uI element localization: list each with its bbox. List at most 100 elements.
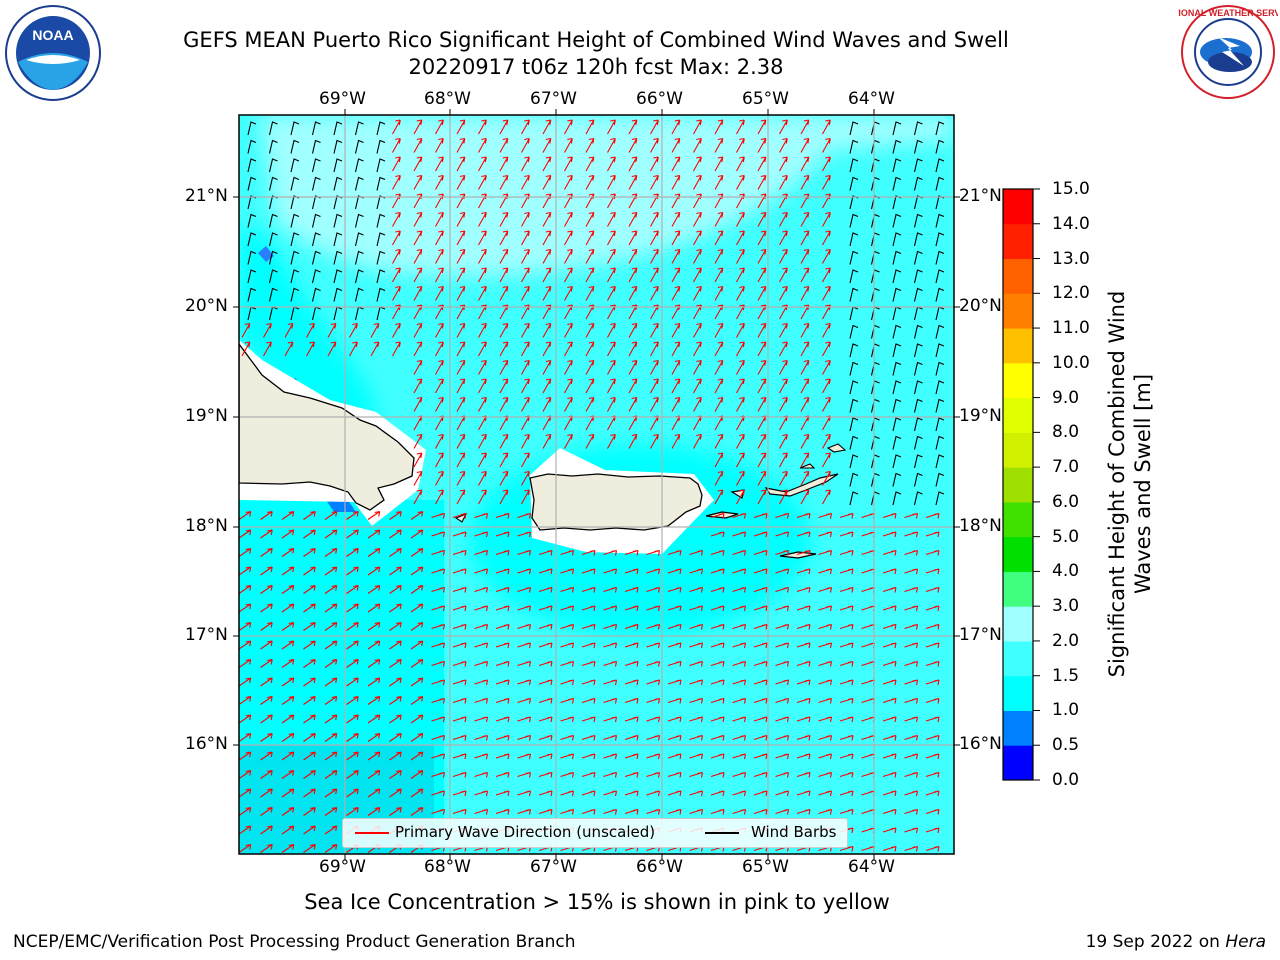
wave-arrow-1182 — [904, 827, 919, 834]
wave-arrow-307 — [435, 285, 444, 301]
wave-arrow-118 — [628, 174, 638, 190]
wave-arrow-971 — [624, 716, 639, 723]
wave-arrow-75 — [413, 156, 423, 172]
wind-barb-238 — [376, 250, 386, 265]
wave-arrow-278 — [521, 267, 530, 283]
wave-arrow-561 — [714, 452, 724, 468]
wave-arrow-1020 — [260, 751, 273, 761]
wave-arrow-675 — [646, 549, 661, 556]
wave-arrow-824 — [303, 640, 316, 650]
lon-tick-top-68w: 68°W — [424, 89, 471, 109]
wave-arrow-253 — [693, 248, 702, 264]
wind-barb-1 — [247, 121, 257, 136]
wave-arrow-474 — [822, 378, 831, 394]
wave-arrow-693 — [324, 566, 338, 576]
wave-arrow-385 — [693, 322, 702, 338]
wind-barb-172 — [376, 213, 386, 228]
wave-arrow-494 — [714, 396, 724, 412]
wave-arrow-49 — [564, 137, 573, 153]
wave-arrow-1008 — [710, 734, 725, 741]
wave-arrow-13 — [499, 119, 509, 135]
wave-arrow-728 — [367, 584, 381, 594]
wave-arrow-696 — [389, 566, 402, 576]
wave-arrow-1148 — [882, 808, 897, 815]
wave-arrow-384 — [671, 322, 681, 338]
wave-arrow-435 — [521, 359, 530, 375]
wave-arrow-558 — [478, 452, 487, 468]
wave-arrow-1042 — [732, 753, 747, 760]
wave-arrow-730 — [410, 584, 424, 594]
wave-arrow-308 — [456, 285, 466, 301]
wave-arrow-821 — [239, 640, 252, 650]
wind-barb-67 — [247, 158, 257, 173]
wave-arrow-58 — [757, 137, 767, 153]
wave-arrow-8 — [392, 119, 401, 135]
wind-barb-38 — [333, 139, 343, 154]
wind-barb-528 — [913, 417, 923, 432]
lat-tick-left-18n: 18°N — [185, 516, 228, 536]
wave-arrow-697 — [410, 566, 424, 576]
wind-barb-604 — [913, 491, 923, 506]
wave-arrow-781 — [796, 605, 811, 612]
wave-arrow-421 — [757, 341, 767, 357]
wave-arrow-975 — [710, 716, 725, 723]
wave-arrow-546 — [757, 433, 767, 449]
wave-arrow-416 — [650, 341, 659, 357]
wave-arrow-117 — [607, 174, 616, 190]
colorbar-band-8 — [1003, 467, 1033, 503]
wave-arrow-433 — [478, 359, 487, 375]
wave-arrow-655 — [925, 531, 940, 538]
wave-arrow-976 — [732, 716, 747, 723]
wave-arrow-892 — [346, 677, 359, 687]
wave-arrow-562 — [736, 452, 745, 468]
wave-arrow-836 — [560, 642, 575, 649]
wind-barb-legend-label: Wind Barbs — [751, 823, 837, 841]
wave-arrow-1041 — [710, 753, 725, 760]
wave-arrow-79 — [499, 156, 509, 172]
wave-arrow-874 — [667, 660, 682, 667]
wave-arrow-831 — [452, 642, 467, 649]
wave-arrow-414 — [607, 341, 616, 357]
wave-arrow-1025 — [367, 751, 381, 761]
wave-arrow-381 — [607, 322, 616, 338]
wind-barb-73 — [376, 158, 386, 173]
wave-arrow-974 — [689, 716, 704, 723]
colorbar-band-15 — [1003, 223, 1033, 260]
wind-barb-567 — [849, 454, 859, 469]
wave-arrow-858 — [324, 658, 338, 668]
wave-arrow-981 — [839, 716, 854, 723]
wind-barb-171 — [354, 213, 364, 228]
wave-arrow-908 — [689, 679, 704, 686]
wave-arrow-1024 — [346, 751, 359, 761]
wave-arrow-1058 — [367, 769, 381, 779]
wave-arrow-763 — [410, 603, 424, 613]
wave-arrow-11 — [456, 119, 466, 135]
wave-arrow-321 — [736, 285, 745, 301]
wind-barb-32 — [913, 121, 923, 136]
wave-arrow-578 — [714, 470, 724, 486]
wind-barb-33 — [935, 121, 945, 136]
wave-arrow-932 — [495, 697, 510, 704]
wave-arrow-912 — [775, 679, 790, 686]
colorbar-tick-label: 5.0 — [1052, 526, 1080, 547]
wave-arrow-1075 — [732, 771, 747, 778]
wave-arrow-430 — [413, 359, 423, 375]
wind-barb-168 — [290, 213, 300, 228]
wave-arrow-1131 — [517, 808, 532, 815]
wave-arrow-746 — [753, 586, 768, 593]
wave-arrow-277 — [499, 267, 509, 283]
wave-arrow-325 — [822, 285, 831, 301]
wave-arrow-980 — [818, 716, 833, 723]
wave-arrow-897 — [452, 679, 467, 686]
wave-arrow-1106 — [689, 790, 704, 797]
wind-barb-267 — [290, 269, 300, 284]
wave-arrow-963 — [452, 716, 467, 723]
wind-barb-270 — [354, 269, 364, 284]
wave-arrow-789 — [260, 621, 273, 631]
wave-arrow-889 — [281, 677, 295, 687]
wind-barb-605 — [935, 491, 945, 506]
footer-date-text: 19 Sep 2022 on — [1085, 932, 1226, 952]
wave-arrow-1107 — [710, 790, 725, 797]
wave-arrow-630 — [925, 512, 940, 519]
wind-barb-299 — [268, 287, 278, 302]
